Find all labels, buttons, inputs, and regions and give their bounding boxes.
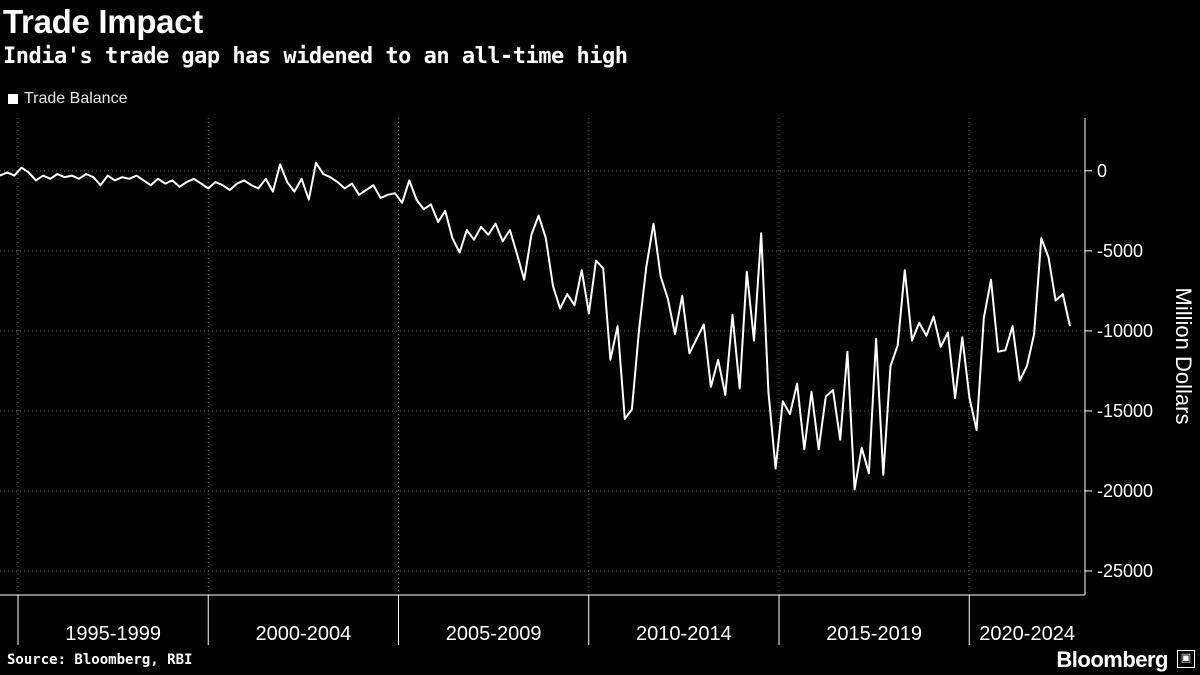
legend-swatch [8,94,18,104]
chart-subtitle: India's trade gap has widened to an all-… [3,44,628,69]
y-tick-label: -25000 [1097,561,1153,581]
y-tick-label: -15000 [1097,401,1153,421]
brand-logo: Bloomberg [1056,647,1168,672]
y-axis-title: Million Dollars [1171,288,1196,425]
x-tick-label: 2000-2004 [256,623,352,645]
x-tick-label: 1995-1999 [65,623,161,645]
series-layer [0,161,1071,491]
x-tick-label: 2015-2019 [826,623,922,645]
y-tick-label: -5000 [1097,241,1143,261]
legend: Trade Balance [8,90,127,108]
grid [0,118,1085,595]
x-tick-label: 2005-2009 [446,623,542,645]
y-tick-label: -10000 [1097,321,1153,341]
x-tick-label: 2020-2024 [979,623,1075,645]
bloomberg-terminal-icon[interactable]: ▣ [1177,650,1195,668]
y-tick-label: -20000 [1097,481,1153,501]
source-note: Source: Bloomberg, RBI [7,652,193,668]
axes: 0 -5000 -10000 -15000 -20000 -25000 1995-1999 2… [0,118,1153,645]
x-tick-label: 2010-2014 [636,623,732,645]
y-tick-label: 0 [1097,161,1107,181]
legend-label: Trade Balance [24,90,128,107]
chart-title: Trade Impact [3,3,203,40]
series-line-trade-balance [0,161,1071,491]
